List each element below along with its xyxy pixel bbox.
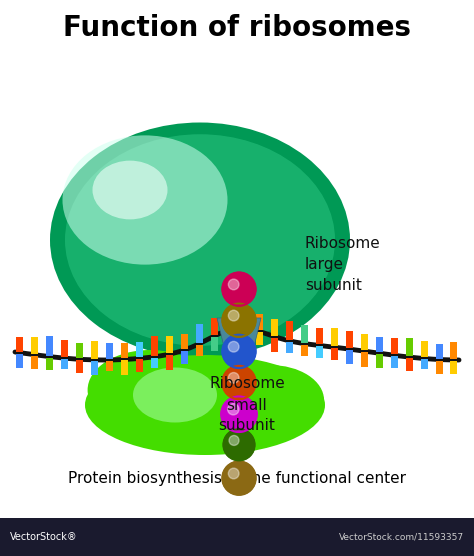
Ellipse shape: [85, 355, 325, 455]
Ellipse shape: [88, 350, 212, 430]
Circle shape: [221, 396, 257, 432]
Bar: [331, 348, 338, 360]
Bar: [226, 331, 233, 344]
Bar: [286, 321, 293, 340]
Bar: [346, 350, 353, 364]
Bar: [91, 361, 98, 375]
Circle shape: [223, 429, 255, 460]
Bar: [271, 319, 278, 335]
Bar: [316, 346, 323, 358]
Bar: [316, 327, 323, 344]
Bar: [391, 356, 398, 368]
Ellipse shape: [92, 161, 167, 220]
Text: VectorStock.com/11593357: VectorStock.com/11593357: [339, 533, 464, 542]
Bar: [17, 354, 24, 368]
Ellipse shape: [133, 368, 217, 423]
Bar: [46, 358, 54, 370]
Text: Protein biosynthesis in the functional center: Protein biosynthesis in the functional c…: [68, 470, 406, 485]
Text: Ribosome
large
subunit: Ribosome large subunit: [305, 236, 381, 294]
Circle shape: [222, 304, 255, 337]
Bar: [436, 360, 443, 374]
Bar: [121, 342, 128, 359]
Circle shape: [228, 279, 239, 290]
Bar: [226, 311, 233, 329]
Bar: [376, 337, 383, 352]
Circle shape: [222, 366, 255, 399]
Bar: [181, 334, 188, 349]
Bar: [301, 345, 308, 356]
Circle shape: [228, 373, 239, 383]
Bar: [136, 359, 143, 371]
Bar: [106, 342, 113, 359]
Bar: [301, 325, 308, 342]
Bar: [420, 341, 428, 358]
Bar: [241, 312, 248, 327]
Bar: [76, 360, 83, 373]
Ellipse shape: [50, 122, 350, 358]
Circle shape: [229, 435, 239, 445]
Bar: [286, 342, 293, 353]
Circle shape: [228, 468, 239, 479]
Bar: [241, 329, 248, 342]
Bar: [181, 351, 188, 364]
Bar: [196, 345, 203, 356]
Bar: [331, 328, 338, 346]
Bar: [166, 355, 173, 370]
Circle shape: [228, 404, 239, 415]
Text: Function of ribosomes: Function of ribosomes: [63, 14, 411, 42]
Bar: [406, 358, 412, 371]
Bar: [17, 337, 24, 351]
Bar: [271, 337, 278, 352]
Circle shape: [222, 272, 255, 306]
Bar: [121, 360, 128, 375]
Bar: [406, 338, 412, 356]
Ellipse shape: [65, 134, 335, 346]
Bar: [91, 341, 98, 359]
Bar: [196, 324, 203, 343]
Bar: [450, 342, 457, 359]
Bar: [62, 359, 68, 369]
Bar: [31, 337, 38, 354]
Bar: [0, 518, 474, 556]
Circle shape: [222, 335, 255, 368]
Circle shape: [228, 341, 239, 352]
Circle shape: [229, 312, 249, 332]
Bar: [346, 331, 353, 348]
Bar: [106, 361, 113, 371]
Bar: [420, 360, 428, 370]
Bar: [376, 354, 383, 368]
Circle shape: [228, 310, 239, 321]
Bar: [256, 332, 263, 345]
Ellipse shape: [216, 365, 324, 435]
Bar: [166, 336, 173, 353]
Bar: [76, 342, 83, 358]
Bar: [361, 352, 368, 366]
Bar: [31, 356, 38, 369]
Bar: [151, 358, 158, 368]
Circle shape: [222, 461, 255, 495]
Bar: [256, 314, 263, 330]
Bar: [436, 344, 443, 359]
Ellipse shape: [63, 135, 228, 265]
Bar: [46, 336, 54, 356]
Bar: [450, 361, 457, 374]
Bar: [136, 342, 143, 358]
Bar: [361, 334, 368, 350]
Bar: [211, 337, 218, 351]
Text: VectorStock®: VectorStock®: [10, 532, 78, 542]
Polygon shape: [217, 318, 261, 355]
Bar: [391, 337, 398, 354]
Text: Ribosome
small
subunit: Ribosome small subunit: [209, 376, 285, 434]
Bar: [62, 340, 68, 357]
Bar: [211, 318, 218, 335]
Bar: [151, 336, 158, 356]
